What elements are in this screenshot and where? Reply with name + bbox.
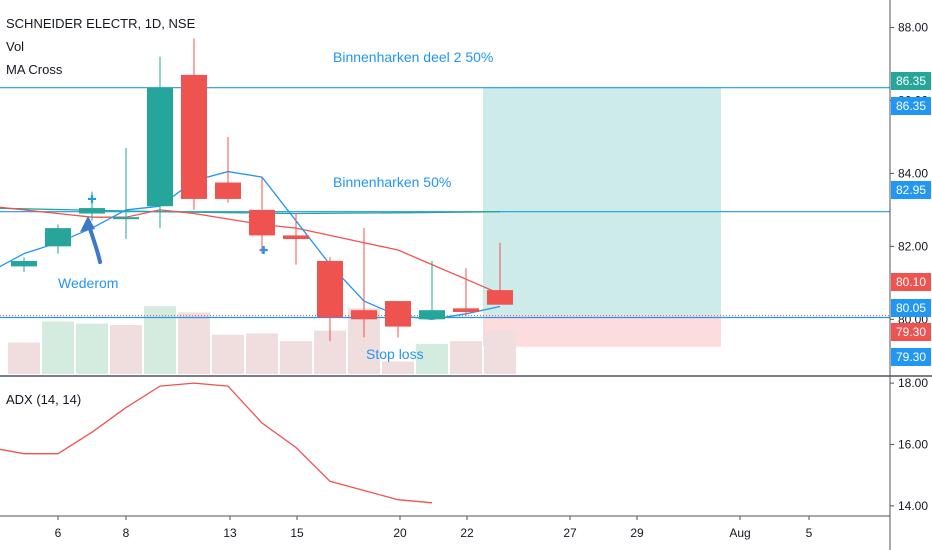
target-annotation[interactable]: Binnenharken deel 2 50% (333, 49, 494, 65)
arrow-head (80, 216, 95, 232)
ma-cross-legend[interactable]: MA Cross (6, 62, 63, 77)
price-tag-target: 86.35 (891, 97, 931, 115)
candle-body (351, 310, 377, 320)
x-tick-label: 13 (223, 526, 237, 540)
volume-bar (382, 361, 414, 374)
volume-bar (280, 341, 312, 374)
profit-zone (483, 87, 721, 316)
candle-body (79, 208, 105, 214)
ma-slow-line (0, 206, 501, 295)
arrow-annotation (80, 216, 102, 264)
volume-bar (42, 321, 74, 374)
candle-body (385, 301, 411, 327)
volume-bar (246, 333, 278, 374)
x-tick-label: 27 (563, 526, 577, 540)
candle-body (453, 308, 479, 312)
position-zones (483, 87, 721, 347)
volume-bar (144, 306, 176, 374)
y-tick-label: 84.00 (898, 166, 928, 180)
vol-legend[interactable]: Vol (6, 39, 25, 54)
adx-tick-label: 16.00 (898, 437, 928, 451)
volume-bars (8, 306, 516, 374)
price-tag-stop-blue: 79.30 (891, 348, 931, 366)
x-tick-label: Aug (729, 526, 750, 540)
volume-bar (76, 323, 108, 374)
candle-body (181, 74, 207, 199)
x-tick-label: 5 (806, 526, 813, 540)
wederom-annotation[interactable]: Wederom (58, 275, 119, 291)
candle-body (317, 260, 343, 318)
ma-fast-line (0, 170, 501, 320)
price-tag-support: 80.05 (891, 299, 931, 317)
loss-zone (483, 315, 721, 347)
entry-annotation[interactable]: Binnenharken 50% (333, 174, 452, 190)
x-tick-label: 8 (123, 526, 130, 540)
volume-bar (484, 329, 516, 374)
volume-bar (416, 343, 448, 374)
candle-body (113, 217, 139, 220)
y-tick-label: 88.00 (898, 21, 928, 35)
volume-bar (178, 312, 210, 374)
candle-body (249, 209, 275, 236)
adx-legend[interactable]: ADX (14, 14) (6, 392, 82, 407)
ma-cross-marker (259, 246, 268, 254)
volume-bar (8, 342, 40, 374)
candle-body (215, 182, 241, 199)
x-axis-ticks: 6 8 13 15 20 22 27 29 Aug 5 (55, 516, 813, 540)
candle-body (11, 260, 37, 267)
volume-bar (212, 334, 244, 374)
adx-tick-label: 18.00 (898, 376, 928, 390)
x-tick-label: 6 (55, 526, 62, 540)
x-tick-label: 20 (393, 526, 407, 540)
candle-body (147, 87, 173, 207)
x-tick-label: 22 (460, 526, 474, 540)
price-tag-stop-red: 79.30 (891, 323, 931, 341)
candle-body (487, 290, 513, 305)
price-tag-entry-level: 82.95 (891, 181, 931, 199)
candle-body (419, 310, 445, 320)
candle-body (45, 228, 71, 247)
x-tick-label: 15 (290, 526, 304, 540)
stop-loss-annotation[interactable]: Stop loss (366, 346, 424, 362)
volume-bar (450, 341, 482, 374)
adx-tick-label: 14.00 (898, 499, 928, 513)
price-tag-last-close: 86.35 (891, 72, 931, 90)
candles (11, 38, 513, 342)
price-tag-current: 80.10 (891, 273, 931, 291)
symbol-title: SCHNEIDER ELECTR, 1D, NSE (6, 16, 196, 31)
adx-line (0, 382, 433, 504)
x-tick-label: 29 (630, 526, 644, 540)
y-tick-label: 82.00 (898, 239, 928, 253)
adx-series-line (0, 382, 433, 504)
candle-body (283, 235, 309, 240)
volume-bar (110, 325, 142, 374)
